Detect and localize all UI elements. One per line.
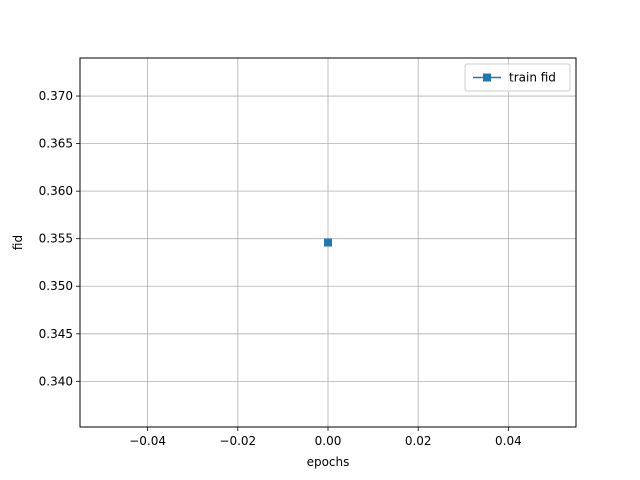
y-axis: 0.340 0.345 0.350 0.355 0.360 0.365 0.370 [39, 89, 80, 388]
series-layer [324, 238, 332, 247]
y-tick-label: 0.360 [39, 184, 73, 198]
legend-label: train fid [509, 71, 556, 85]
y-tick-label: 0.355 [39, 232, 73, 246]
legend-marker [483, 73, 491, 82]
legend: train fid [464, 63, 571, 92]
y-tick-label: 0.340 [39, 374, 73, 388]
y-axis-label: fid [11, 235, 25, 250]
x-tick-label: 0.00 [315, 434, 342, 448]
y-tick-label: 0.370 [39, 89, 73, 103]
data-point-marker [324, 238, 332, 247]
x-tick-label: −0.02 [219, 434, 256, 448]
x-tick-label: −0.04 [129, 434, 166, 448]
legend-box [464, 63, 571, 92]
x-tick-label: 0.04 [495, 434, 522, 448]
x-tick-label: 0.02 [405, 434, 432, 448]
y-tick-label: 0.345 [39, 327, 73, 341]
x-axis-label: epochs [307, 455, 350, 469]
y-tick-label: 0.365 [39, 137, 73, 151]
x-axis: −0.04 −0.02 0.00 0.02 0.04 [129, 427, 522, 448]
y-tick-label: 0.350 [39, 279, 73, 293]
